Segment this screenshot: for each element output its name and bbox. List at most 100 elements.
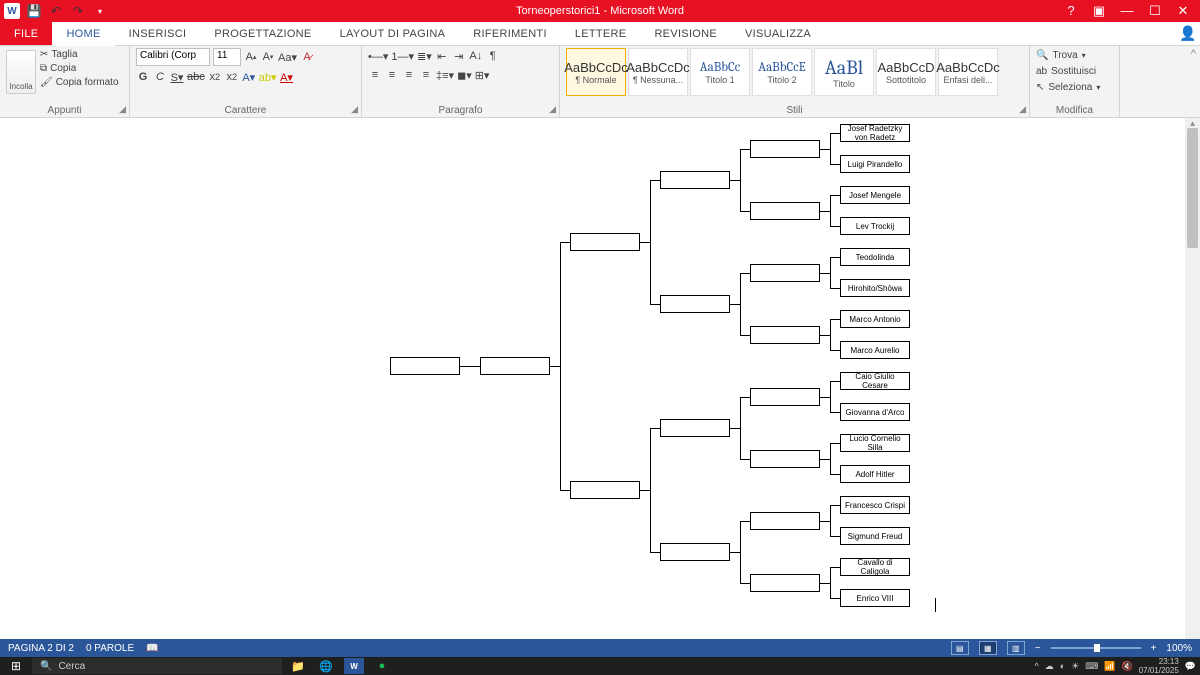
cut-button[interactable]: ✂Taglia xyxy=(40,48,119,62)
select-button[interactable]: ↖Seleziona▾ xyxy=(1036,80,1113,96)
clipboard-dialog-launcher[interactable]: ◢ xyxy=(119,104,126,115)
style--normale[interactable]: AaBbCcDc¶ Normale xyxy=(566,48,626,96)
redo-button[interactable]: ↷ xyxy=(70,3,86,19)
ribbon-display-button[interactable]: ▣ xyxy=(1090,3,1108,19)
close-button[interactable]: ✕ xyxy=(1174,3,1192,19)
strikethrough-button[interactable]: abc xyxy=(187,69,205,85)
clock[interactable]: 23:1307/01/2025 xyxy=(1139,657,1179,675)
tab-layout[interactable]: LAYOUT DI PAGINA xyxy=(326,22,460,45)
increase-indent-button[interactable]: ⇥ xyxy=(452,48,466,64)
highlight-button[interactable]: ab▾ xyxy=(259,69,277,85)
format-painter-button[interactable]: 🖌Copia formato xyxy=(40,76,119,90)
styles-dialog-launcher[interactable]: ◢ xyxy=(1019,104,1026,115)
replace-button[interactable]: abSostituisci xyxy=(1036,64,1113,80)
align-right-button[interactable]: ≡ xyxy=(402,67,416,83)
help-button[interactable]: ? xyxy=(1062,3,1080,19)
spotify-icon[interactable]: ● xyxy=(372,658,392,674)
bracket-r16-15: Enrico VIII xyxy=(840,589,910,607)
underline-button[interactable]: S▾ xyxy=(170,69,184,85)
read-mode-button[interactable]: ▤ xyxy=(951,641,969,655)
align-center-button[interactable]: ≡ xyxy=(385,67,399,83)
decrease-indent-button[interactable]: ⇤ xyxy=(435,48,449,64)
cursor-icon: ↖ xyxy=(1036,80,1044,96)
bold-button[interactable]: G xyxy=(136,69,150,85)
style-enfasi-deli-[interactable]: AaBbCcDcEnfasi deli... xyxy=(938,48,998,96)
subscript-button[interactable]: x2 xyxy=(208,69,222,85)
bracket-r16-9: Giovanna d'Arco xyxy=(840,403,910,421)
bracket-r16-12: Francesco Crispi xyxy=(840,496,910,514)
font-name-combo[interactable]: Calibri (Corp xyxy=(136,48,210,66)
tab-review[interactable]: REVISIONE xyxy=(640,22,731,45)
style--nessuna-[interactable]: AaBbCcDc¶ Nessuna... xyxy=(628,48,688,96)
minimize-button[interactable]: — xyxy=(1118,3,1136,19)
proofing-icon[interactable]: 📖 xyxy=(146,643,158,654)
copy-button[interactable]: ⧉Copia xyxy=(40,62,119,76)
style-sottotitolo[interactable]: AaBbCcDSottotitolo xyxy=(876,48,936,96)
sort-button[interactable]: A↓ xyxy=(469,48,483,64)
print-layout-button[interactable]: ▦ xyxy=(979,641,997,655)
tab-mailings[interactable]: LETTERE xyxy=(561,22,641,45)
word-taskbar-icon[interactable]: W xyxy=(344,658,364,674)
borders-button[interactable]: ⊞▾ xyxy=(475,67,490,83)
vertical-scrollbar[interactable]: ▴ ▾ xyxy=(1185,118,1200,657)
paste-button[interactable]: Incolla xyxy=(6,50,36,94)
volume-icon[interactable]: 🔇 xyxy=(1122,661,1133,672)
bracket-qf-6 xyxy=(750,512,820,530)
bullets-button[interactable]: •—▾ xyxy=(368,48,388,64)
zoom-in-button[interactable]: + xyxy=(1151,643,1157,654)
style-titolo-1[interactable]: AaBbCcTitolo 1 xyxy=(690,48,750,96)
shading-button[interactable]: ◼▾ xyxy=(457,67,472,83)
font-color-button[interactable]: A▾ xyxy=(280,69,294,85)
paragraph-dialog-launcher[interactable]: ◢ xyxy=(549,104,556,115)
notifications-icon[interactable]: 💬 xyxy=(1185,661,1196,672)
onedrive-icon[interactable]: ☁ xyxy=(1045,661,1054,672)
save-button[interactable]: 💾 xyxy=(26,3,42,19)
taskbar-search[interactable]: 🔍Cerca xyxy=(32,658,282,674)
word-count[interactable]: 0 PAROLE xyxy=(86,643,134,654)
user-account-icon[interactable]: 👤 xyxy=(1176,22,1200,45)
chrome-icon[interactable]: 🌐 xyxy=(316,658,336,674)
numbering-button[interactable]: 1—▾ xyxy=(391,48,414,64)
tab-file[interactable]: FILE xyxy=(0,22,52,45)
tab-design[interactable]: PROGETTAZIONE xyxy=(200,22,325,45)
start-button[interactable]: ⊞ xyxy=(0,659,32,673)
tab-insert[interactable]: INSERISCI xyxy=(115,22,201,45)
scrollbar-thumb[interactable] xyxy=(1187,128,1198,248)
zoom-slider[interactable] xyxy=(1051,647,1141,649)
page-indicator[interactable]: PAGINA 2 DI 2 xyxy=(8,643,74,654)
tray-chevron-icon[interactable]: ^ xyxy=(1035,661,1039,671)
document-page[interactable]: Josef Radetzky von RadetzLuigi Pirandell… xyxy=(105,118,1085,657)
tab-references[interactable]: RIFERIMENTI xyxy=(459,22,561,45)
tab-home[interactable]: HOME xyxy=(52,23,114,46)
change-case-button[interactable]: Aa▾ xyxy=(278,49,297,65)
font-size-combo[interactable]: 11 xyxy=(213,48,241,66)
language-icon[interactable]: ⌨ xyxy=(1085,661,1098,672)
shrink-font-button[interactable]: A▾ xyxy=(261,49,275,65)
collapse-ribbon-button[interactable]: ^ xyxy=(1191,48,1196,60)
multilevel-button[interactable]: ≣▾ xyxy=(417,48,432,64)
qat-dropdown[interactable]: ▾ xyxy=(92,3,108,19)
tab-view[interactable]: VISUALIZZA xyxy=(731,22,825,45)
file-explorer-icon[interactable]: 📁 xyxy=(288,658,308,674)
undo-button[interactable]: ↶ xyxy=(48,3,64,19)
wifi-icon[interactable]: 📶 xyxy=(1104,661,1115,672)
style-titolo[interactable]: AaBlTitolo xyxy=(814,48,874,96)
grow-font-button[interactable]: A▴ xyxy=(244,49,258,65)
line-spacing-button[interactable]: ‡≡▾ xyxy=(436,67,454,83)
align-left-button[interactable]: ≡ xyxy=(368,67,382,83)
clear-formatting-button[interactable]: A̷ xyxy=(300,49,314,65)
zoom-out-button[interactable]: − xyxy=(1035,643,1041,654)
show-marks-button[interactable]: ¶ xyxy=(486,48,500,64)
text-effects-button[interactable]: A▾ xyxy=(242,69,256,85)
style-titolo-2[interactable]: AaBbCcETitolo 2 xyxy=(752,48,812,96)
italic-button[interactable]: C xyxy=(153,69,167,85)
tray-app-icon[interactable]: ◐ xyxy=(1060,661,1065,671)
maximize-button[interactable]: ☐ xyxy=(1146,3,1164,19)
find-button[interactable]: 🔍Trova▾ xyxy=(1036,48,1113,64)
zoom-level[interactable]: 100% xyxy=(1166,643,1192,654)
font-dialog-launcher[interactable]: ◢ xyxy=(351,104,358,115)
web-layout-button[interactable]: ▥ xyxy=(1007,641,1025,655)
superscript-button[interactable]: x2 xyxy=(225,69,239,85)
justify-button[interactable]: ≡ xyxy=(419,67,433,83)
weather-icon[interactable]: ☀ xyxy=(1071,661,1079,672)
